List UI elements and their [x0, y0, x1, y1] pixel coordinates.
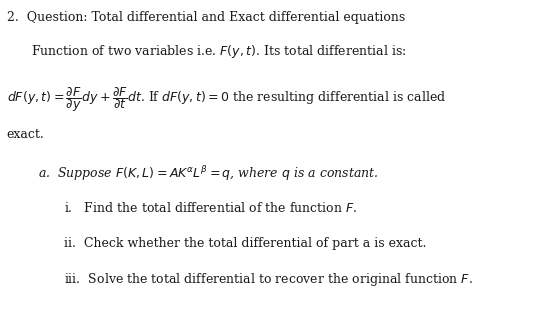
Text: ii.  Check whether the total differential of part a is exact.: ii. Check whether the total differential… — [64, 237, 426, 250]
Text: a.  Suppose $F(K,L) = AK^{\alpha}L^{\beta} = q$, where $q$ is a constant.: a. Suppose $F(K,L) = AK^{\alpha}L^{\beta… — [38, 164, 378, 183]
Text: exact.: exact. — [7, 128, 45, 141]
Text: $dF(y,t) = \dfrac{\partial F}{\partial y}dy + \dfrac{\partial F}{\partial t}dt$.: $dF(y,t) = \dfrac{\partial F}{\partial y… — [7, 85, 446, 114]
Text: i.   Find the total differential of the function $F$.: i. Find the total differential of the fu… — [64, 201, 358, 215]
Text: Function of two variables i.e. $F(y, t)$. Its total differential is:: Function of two variables i.e. $F(y, t)$… — [31, 43, 406, 60]
Text: iii.  Solve the total differential to recover the original function $F$.: iii. Solve the total differential to rec… — [64, 271, 473, 287]
Text: 2.  Question: Total differential and Exact differential equations: 2. Question: Total differential and Exac… — [7, 11, 405, 24]
